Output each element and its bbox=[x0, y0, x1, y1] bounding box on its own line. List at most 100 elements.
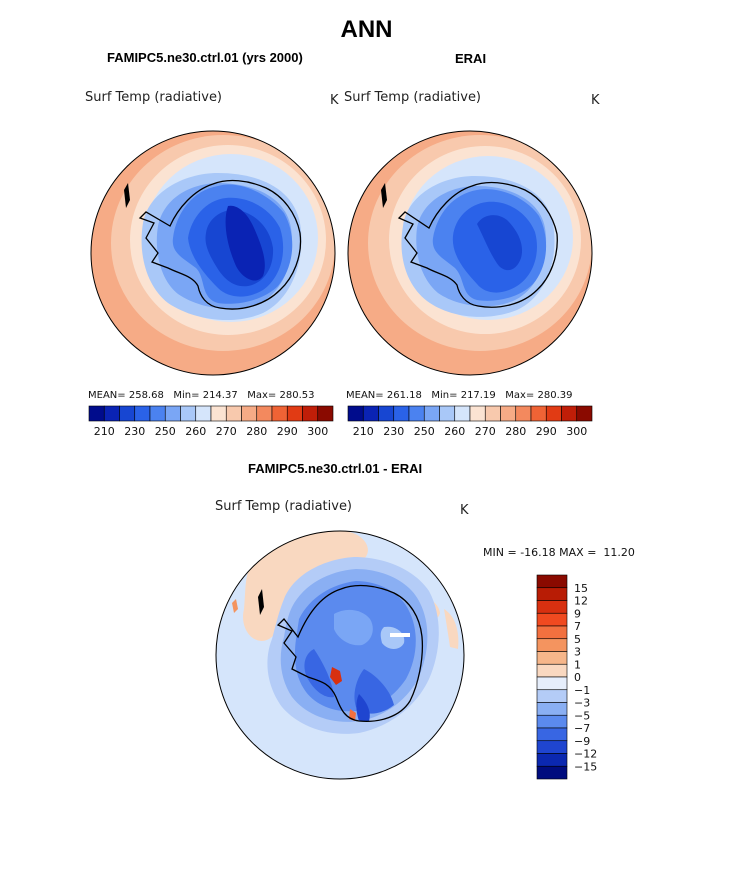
diff-panel-title: FAMIPC5.ne30.ctrl.01 - ERAI bbox=[248, 461, 423, 476]
diff-colorbar-swatch bbox=[536, 651, 568, 665]
colorbar-swatch bbox=[515, 405, 532, 422]
diff-panel-variable: Surf Temp (radiative) bbox=[215, 499, 353, 514]
colorbar-swatch bbox=[484, 405, 501, 422]
min-value: 217.19 bbox=[460, 390, 496, 401]
diff-colorbar-tick-label: 7 bbox=[574, 620, 581, 633]
colorbar-swatch bbox=[271, 405, 288, 422]
panel-1-title: FAMIPC5.ne30.ctrl.01 (yrs 2000) bbox=[107, 50, 303, 65]
colorbar-swatch bbox=[256, 405, 273, 422]
colorbar-tick-label: 260 bbox=[185, 425, 206, 438]
colorbar-swatch bbox=[195, 405, 212, 422]
diff-colorbar-swatch bbox=[536, 663, 568, 678]
colorbar-swatch bbox=[103, 405, 120, 422]
diff-zone-positive-west bbox=[232, 599, 238, 613]
colorbar-tick-label: 290 bbox=[277, 425, 298, 438]
colorbar-tick-label: 300 bbox=[566, 425, 587, 438]
diff-colorbar-swatch bbox=[536, 612, 568, 627]
diff-max-value: 11.20 bbox=[603, 546, 635, 559]
colorbar-tick-label: 210 bbox=[353, 425, 374, 438]
colorbar-tick-label: 300 bbox=[307, 425, 328, 438]
panel-2-variable: Surf Temp (radiative) bbox=[344, 90, 482, 105]
diff-colorbar-swatch bbox=[536, 625, 568, 640]
antarctica-coastline bbox=[276, 584, 424, 723]
colorbar-tick-label: 290 bbox=[536, 425, 557, 438]
max-label: Max= bbox=[247, 390, 277, 401]
diff-colorbar-tick-label: 1 bbox=[574, 658, 581, 671]
panel-2-map bbox=[347, 130, 593, 376]
mean-value: 258.68 bbox=[128, 390, 164, 401]
colorbar-swatch bbox=[149, 405, 166, 422]
figure-title: ANN bbox=[340, 16, 393, 43]
colorbar-swatch bbox=[454, 405, 471, 422]
colorbar-swatch bbox=[134, 405, 151, 422]
diff-max-label: MAX = bbox=[559, 546, 597, 559]
diff-colorbar-swatch bbox=[536, 727, 568, 742]
mean-label: MEAN= bbox=[346, 390, 384, 401]
colorbar-swatch bbox=[530, 405, 547, 422]
colorbar-swatch bbox=[408, 405, 425, 422]
panel-1-units: K bbox=[330, 93, 339, 108]
diff-panel-map-border bbox=[215, 530, 465, 780]
diff-colorbar-tick-label: 5 bbox=[574, 633, 581, 646]
diff-colorbar-tick-label: −1 bbox=[574, 684, 590, 697]
diff-colorbar-tick-label: 9 bbox=[574, 607, 581, 620]
zone-230 bbox=[477, 215, 523, 271]
colorbar-tick-label: 230 bbox=[383, 425, 404, 438]
colorbar-swatch bbox=[210, 405, 227, 422]
diff-panel-map bbox=[215, 530, 465, 780]
colorbar-swatch bbox=[439, 405, 456, 422]
diff-colorbar-tick-label: −12 bbox=[574, 748, 597, 761]
colorbar-swatch bbox=[362, 405, 379, 422]
min-label: Min= bbox=[431, 390, 458, 401]
colorbar-swatch bbox=[561, 405, 578, 422]
colorbar-tick-label: 280 bbox=[505, 425, 526, 438]
panel-1-stats: MEAN= 258.68 Min= 214.37 Max= 280.53 bbox=[88, 390, 315, 401]
south-america-tip bbox=[381, 183, 387, 208]
colorbar-swatch bbox=[119, 405, 136, 422]
diff-min-label: MIN = bbox=[483, 546, 517, 559]
antarctica-coastline bbox=[397, 181, 558, 308]
panel-2-units: K bbox=[591, 93, 600, 108]
diff-colorbar-tick-label: 0 bbox=[574, 671, 581, 684]
panel-2-stats: MEAN= 261.18 Min= 217.19 Max= 280.39 bbox=[346, 390, 573, 401]
diff-colorbar-swatch bbox=[536, 714, 568, 729]
colorbar-swatch bbox=[317, 405, 334, 422]
colorbar-tick-label: 260 bbox=[444, 425, 465, 438]
min-value: 214.37 bbox=[202, 390, 238, 401]
panel-1-variable: Surf Temp (radiative) bbox=[85, 90, 223, 105]
diff-colorbar-swatch bbox=[536, 702, 568, 716]
diff-zone-interior-patch-2 bbox=[380, 626, 405, 649]
diff-colorbar-tick-label: 15 bbox=[574, 582, 588, 595]
max-value: 280.39 bbox=[537, 390, 573, 401]
diff-colorbar-swatch bbox=[536, 600, 568, 614]
colorbar-swatch bbox=[180, 405, 197, 422]
diff-colorbar-swatch bbox=[536, 587, 568, 601]
colorbar-tick-label: 230 bbox=[124, 425, 145, 438]
diff-min-value: -16.18 bbox=[520, 546, 556, 559]
panel-1-map bbox=[90, 130, 336, 376]
diff-zone-positive-hotspot bbox=[330, 667, 342, 685]
colorbar-swatch bbox=[347, 405, 364, 422]
diff-colorbar-tick-label: −15 bbox=[574, 760, 597, 773]
diff-colorbar-tick-label: 12 bbox=[574, 595, 588, 608]
panel-2-map-border bbox=[347, 130, 593, 376]
diff-colorbar-swatch bbox=[536, 676, 568, 691]
diff-colorbar-tick-label: 3 bbox=[574, 646, 581, 659]
colorbar-swatch bbox=[393, 405, 410, 422]
diff-panel-units: K bbox=[460, 503, 469, 518]
colorbar-tick-label: 250 bbox=[155, 425, 176, 438]
colorbar-panel-2: 210 230 250 260 270 280 290 300 bbox=[347, 405, 593, 438]
diff-zone-interior-patch bbox=[334, 609, 373, 646]
diff-zone-near-zero-patch bbox=[390, 633, 410, 637]
colorbar-swatch bbox=[423, 405, 440, 422]
colorbar-swatch bbox=[88, 405, 105, 422]
colorbar-swatch bbox=[378, 405, 395, 422]
diff-colorbar-tick-label: −3 bbox=[574, 697, 590, 710]
colorbar-swatch bbox=[302, 405, 319, 422]
colorbar-swatch bbox=[225, 405, 242, 422]
south-america-tip bbox=[124, 183, 130, 208]
diff-colorbar-swatch bbox=[536, 740, 568, 754]
diff-zone-positive-edge bbox=[444, 609, 459, 649]
antarctica-coastline bbox=[138, 179, 302, 310]
